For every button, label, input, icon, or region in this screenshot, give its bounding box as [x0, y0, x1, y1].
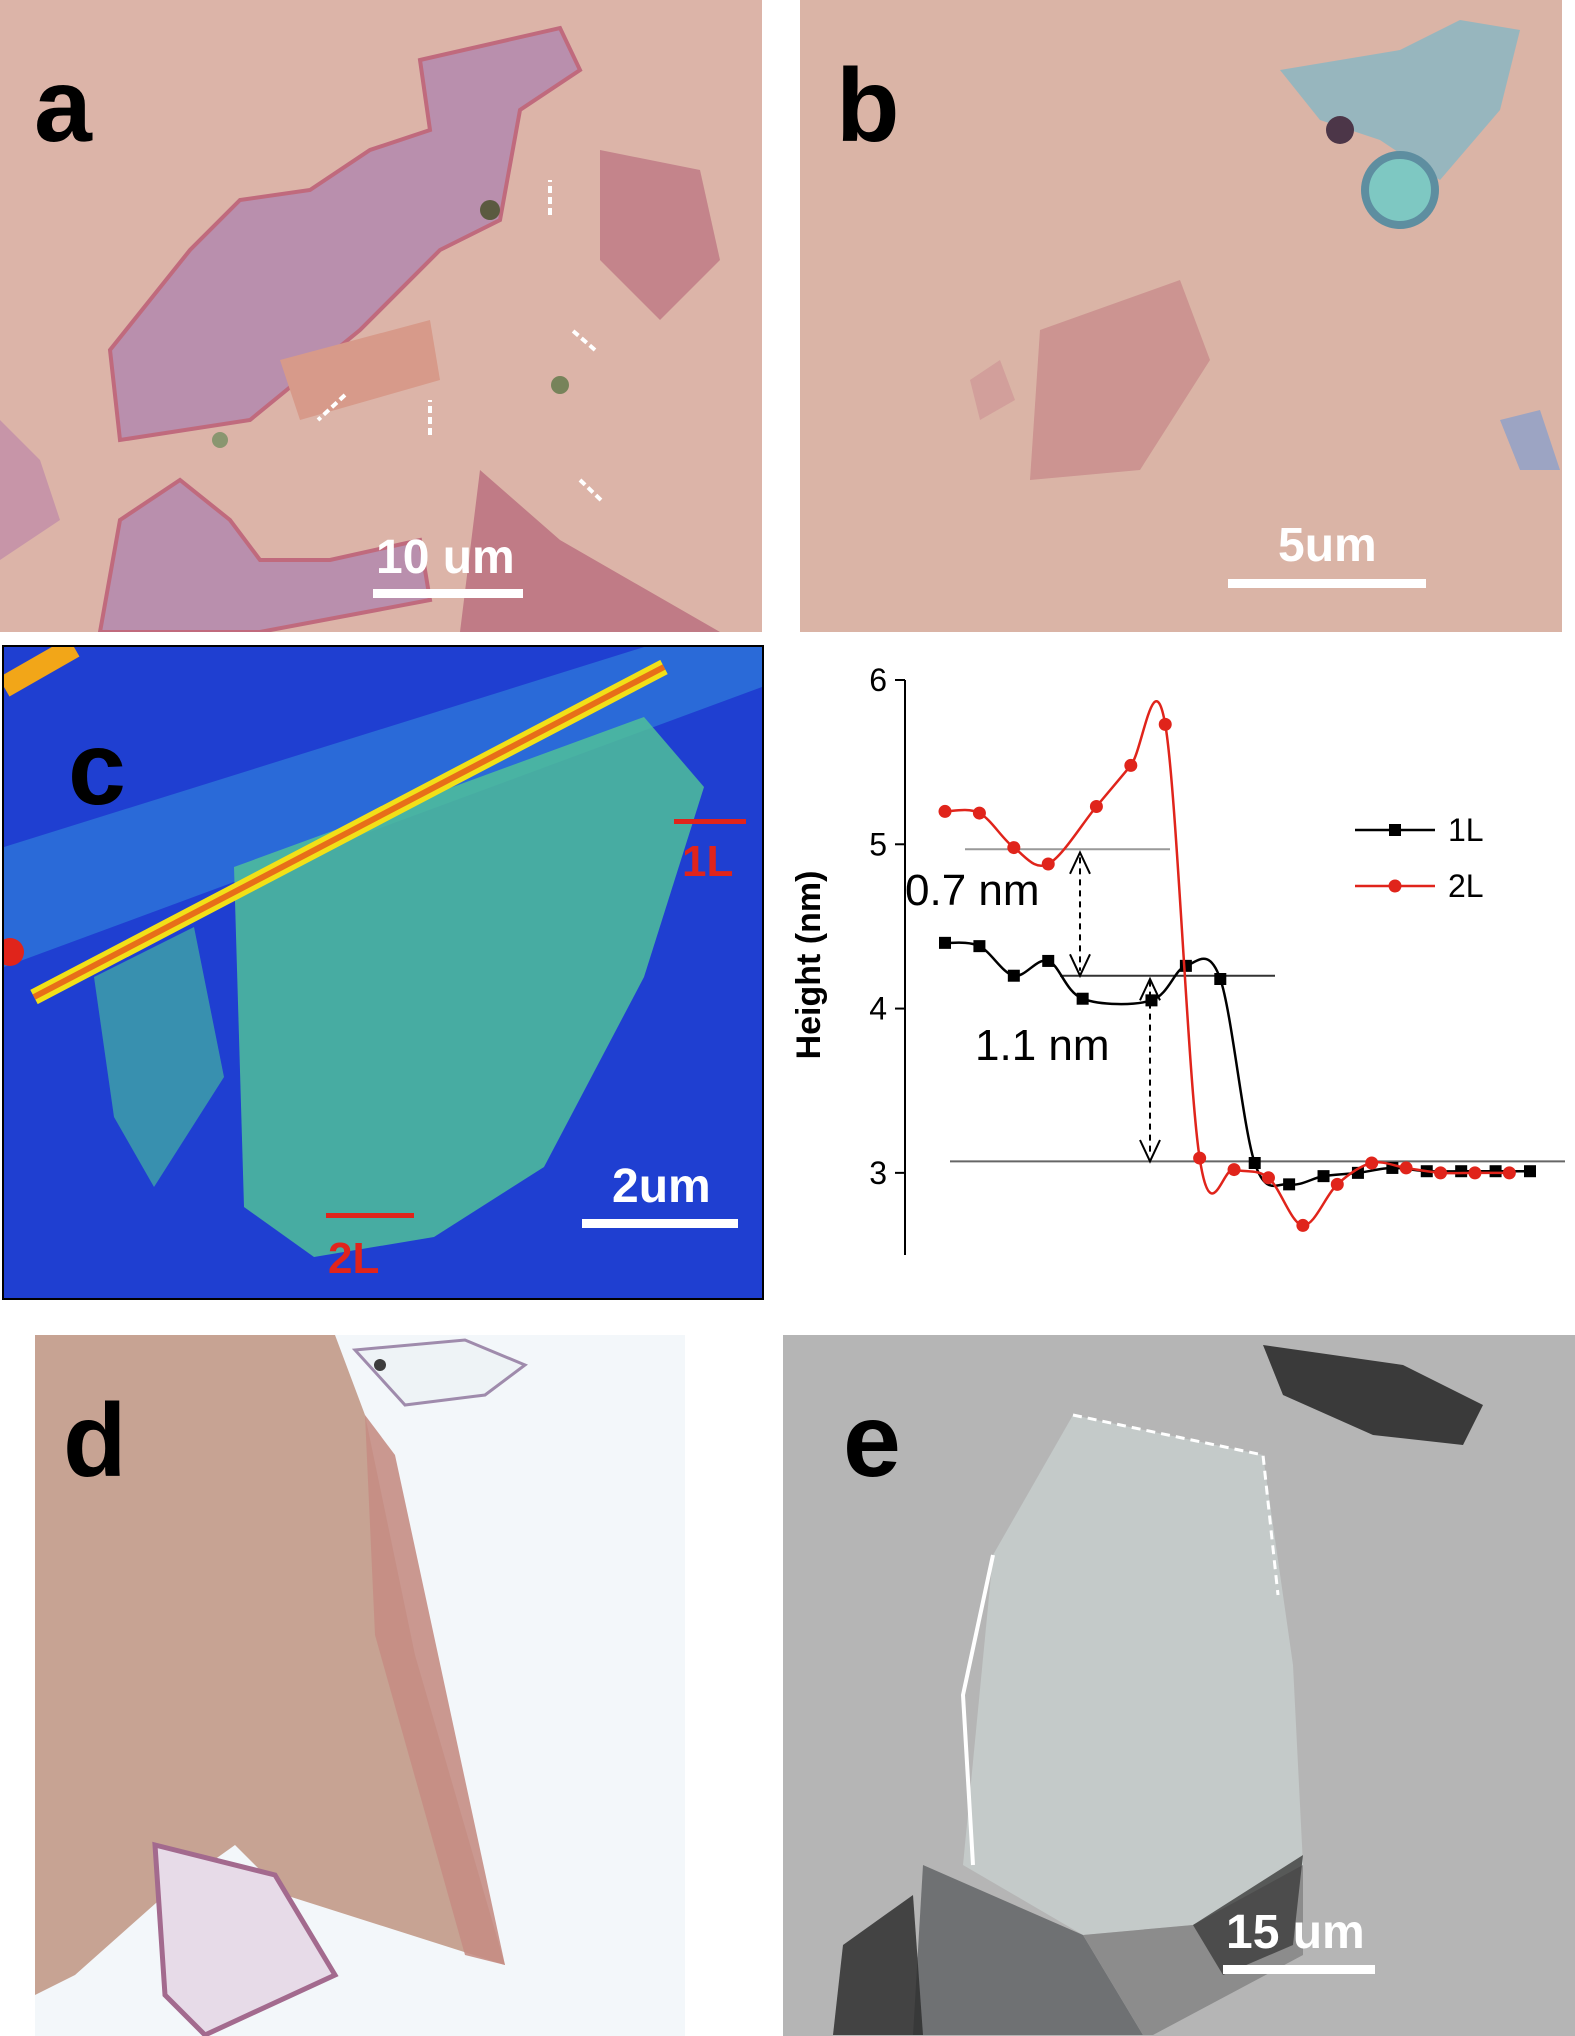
point-1L-10 — [1317, 1170, 1330, 1183]
profile-marker-1l-label: 1L — [682, 837, 734, 886]
panel-d-optical-image: d — [35, 1335, 685, 2036]
panel-b-scale-bar — [1228, 579, 1426, 588]
arrow-1-1-nm-head-up — [1139, 976, 1161, 1001]
series-line-2L — [944, 700, 1510, 1227]
point-1L-7 — [1214, 973, 1227, 985]
point-1L-1 — [973, 940, 986, 953]
panel-a-scale-bar — [373, 589, 523, 598]
point-1L-0 — [939, 936, 951, 949]
panel-d-letter: d — [63, 1383, 127, 1499]
point-2L-16 — [1502, 1166, 1516, 1180]
arrow-0-7-nm-head-down — [1069, 953, 1091, 979]
profile-marker-2l-label: 2L — [328, 1234, 380, 1283]
point-2L-0 — [938, 804, 952, 818]
chart-axes: 6 5 4 3 — [869, 662, 906, 1255]
panel-b-optical-image: b 5um — [800, 0, 1562, 632]
profile-marker-1l-line — [674, 819, 746, 824]
y-tick-label-6: 6 — [869, 662, 887, 698]
point-2L-10 — [1296, 1218, 1310, 1232]
arrow-1-1-nm-head-down — [1139, 1139, 1161, 1164]
panel-e-sem-image: e 15 um — [783, 1335, 1575, 2036]
y-tick-label-3: 3 — [869, 1155, 887, 1191]
panel-e-letter: e — [843, 1383, 901, 1499]
chart-legend: 1L 2L — [1355, 812, 1484, 904]
legend-marker-1L — [1389, 824, 1401, 836]
point-1L-2 — [1007, 969, 1020, 982]
legend-label-2L: 2L — [1448, 868, 1484, 904]
point-2L-8 — [1227, 1163, 1241, 1177]
panel-a-photo — [0, 0, 762, 632]
point-2L-5 — [1124, 758, 1138, 772]
point-1L-4 — [1076, 992, 1089, 1005]
point-2L-2 — [1007, 841, 1021, 855]
point-2L-11 — [1330, 1177, 1344, 1191]
point-2L-9 — [1261, 1171, 1275, 1185]
panel-d-photo — [35, 1335, 685, 2036]
panel-c-height-map — [4, 647, 762, 1298]
arrow-0-7-nm-head-up — [1069, 850, 1091, 875]
panel-c-scale-label: 2um — [612, 1160, 711, 1213]
point-1L-8 — [1248, 1157, 1261, 1169]
panel-b-letter: b — [836, 48, 900, 164]
annotation-1-1-nm: 1.1 nm — [975, 1021, 1110, 1070]
chart-series — [938, 700, 1536, 1232]
y-axis-label: Height (nm) — [790, 871, 828, 1060]
panel-e-photo — [783, 1335, 1575, 2036]
point-2L-15 — [1468, 1166, 1482, 1180]
legend-marker-2L — [1388, 879, 1402, 893]
panel-b-photo — [800, 0, 1562, 632]
point-1L-9 — [1283, 1178, 1296, 1191]
point-2L-4 — [1089, 800, 1103, 813]
y-tick-label-5: 5 — [869, 826, 887, 862]
point-2L-7 — [1193, 1151, 1207, 1165]
point-1L-6 — [1179, 959, 1192, 972]
point-1L-16 — [1524, 1165, 1536, 1178]
profile-marker-2l-line — [326, 1213, 414, 1218]
point-2L-14 — [1434, 1166, 1448, 1180]
point-1L-3 — [1042, 954, 1055, 967]
point-2L-13 — [1399, 1161, 1413, 1175]
panel-a-scale-label: 10 um — [376, 531, 515, 584]
point-2L-6 — [1158, 717, 1172, 731]
point-2L-12 — [1365, 1156, 1379, 1170]
panel-a-arrows — [316, 180, 605, 504]
point-1L-14 — [1455, 1165, 1468, 1178]
panel-b-scale-label: 5um — [1278, 519, 1377, 572]
point-1L-5 — [1145, 994, 1158, 1007]
panel-c-letter: c — [68, 711, 126, 827]
legend-label-1L: 1L — [1448, 812, 1484, 848]
y-tick-label-4: 4 — [869, 991, 887, 1027]
panel-c-scale-bar — [582, 1219, 738, 1228]
point-2L-1 — [972, 806, 986, 820]
panel-c-afm-map: c 1L 2L 2um — [2, 645, 764, 1300]
panel-e-scale-bar — [1223, 1965, 1375, 1974]
panel-e-scale-label: 15 um — [1226, 1906, 1365, 1959]
height-profile-chart: 6 5 4 3 1L 2L Height (nm) 0.7 nm 1.1 nm — [790, 662, 1565, 1255]
point-2L-3 — [1041, 857, 1055, 871]
point-1L-15 — [1489, 1165, 1502, 1178]
annotation-0-7-nm: 0.7 nm — [905, 866, 1040, 915]
panel-a-optical-image: a 10 um — [0, 0, 762, 632]
panel-a-letter: a — [34, 48, 92, 164]
